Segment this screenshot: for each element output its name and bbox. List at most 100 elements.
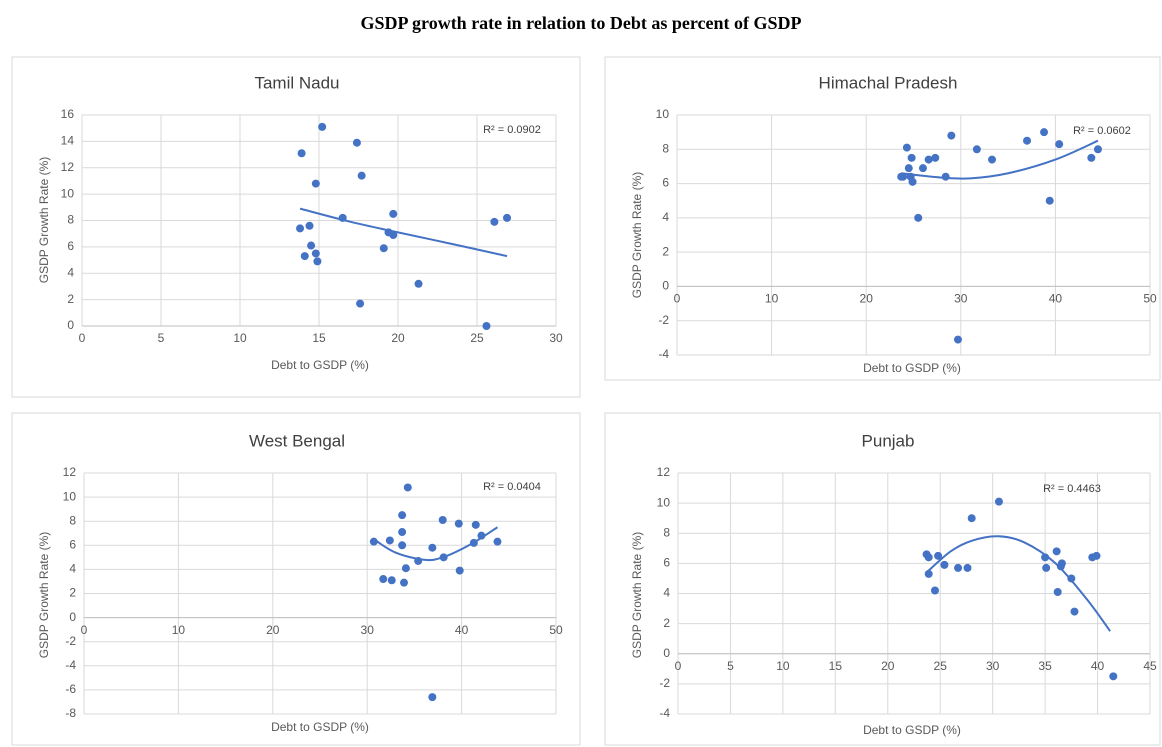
data-point bbox=[389, 231, 398, 240]
x-tick-label: 10 bbox=[776, 659, 790, 673]
data-point bbox=[1087, 153, 1096, 162]
y-tick-label: 2 bbox=[662, 244, 669, 258]
y-tick-label: 2 bbox=[663, 616, 670, 630]
x-tick-label: 25 bbox=[470, 331, 484, 345]
trendline bbox=[299, 207, 508, 258]
data-point bbox=[398, 528, 407, 537]
y-tick-label: 10 bbox=[61, 186, 75, 200]
x-tick-label: 25 bbox=[934, 659, 948, 673]
data-point bbox=[1093, 145, 1102, 154]
figure-title: GSDP growth rate in relation to Debt as … bbox=[361, 13, 802, 33]
y-tick-label: 0 bbox=[662, 279, 669, 293]
y-tick-label: -8 bbox=[65, 706, 76, 720]
data-point bbox=[385, 536, 394, 545]
data-point bbox=[902, 143, 911, 152]
y-axis-label: GSDP Growth Rate (%) bbox=[37, 532, 51, 658]
x-tick-label: 20 bbox=[391, 331, 405, 345]
data-point bbox=[994, 497, 1003, 506]
data-point bbox=[356, 299, 365, 308]
data-point bbox=[930, 586, 939, 595]
x-tick-label: 5 bbox=[727, 659, 734, 673]
y-tick-label: 14 bbox=[61, 134, 75, 148]
data-point bbox=[940, 560, 949, 569]
panel-frame bbox=[11, 412, 581, 746]
data-point bbox=[947, 131, 956, 140]
r-squared-label: R² = 0.0902 bbox=[483, 124, 541, 136]
data-point bbox=[357, 171, 366, 180]
data-point bbox=[428, 693, 437, 702]
x-tick-label: 50 bbox=[1143, 292, 1157, 306]
y-tick-label: 16 bbox=[61, 107, 75, 121]
data-point bbox=[934, 551, 943, 560]
data-point bbox=[352, 138, 361, 147]
data-point bbox=[403, 483, 412, 492]
data-point bbox=[1109, 672, 1118, 681]
r-squared-label: R² = 0.4463 bbox=[1043, 483, 1101, 495]
x-tick-label: 20 bbox=[881, 659, 895, 673]
data-point bbox=[924, 155, 933, 164]
y-tick-label: 8 bbox=[662, 141, 669, 155]
y-tick-label: 0 bbox=[663, 646, 670, 660]
y-tick-label: 8 bbox=[663, 525, 670, 539]
y-tick-label: 4 bbox=[662, 210, 669, 224]
y-tick-label: 6 bbox=[662, 176, 669, 190]
panel-frame bbox=[604, 56, 1161, 381]
y-tick-label: -4 bbox=[659, 706, 670, 720]
y-tick-label: 8 bbox=[67, 213, 74, 227]
data-point bbox=[455, 566, 464, 575]
data-point bbox=[490, 217, 499, 226]
data-point bbox=[907, 153, 916, 162]
data-point bbox=[918, 164, 927, 173]
data-point bbox=[454, 519, 463, 528]
x-axis-label: Debt to GSDP (%) bbox=[271, 720, 369, 734]
data-point bbox=[400, 578, 409, 587]
x-tick-label: 50 bbox=[549, 623, 563, 637]
y-tick-label: -2 bbox=[65, 634, 76, 648]
data-point bbox=[963, 563, 972, 572]
r-squared-label: R² = 0.0602 bbox=[1073, 125, 1131, 137]
data-point bbox=[296, 224, 305, 233]
data-point bbox=[300, 252, 309, 261]
data-point bbox=[428, 543, 437, 552]
y-tick-label: 12 bbox=[61, 160, 75, 174]
y-tick-label: 10 bbox=[657, 495, 671, 509]
x-tick-label: 20 bbox=[266, 623, 280, 637]
data-point bbox=[389, 209, 398, 218]
data-point bbox=[1053, 587, 1062, 596]
data-point bbox=[305, 221, 314, 230]
trendline bbox=[901, 139, 1099, 180]
y-tick-label: 12 bbox=[657, 465, 671, 479]
x-tick-label: 30 bbox=[986, 659, 1000, 673]
data-point bbox=[311, 249, 320, 258]
y-tick-label: 10 bbox=[656, 107, 670, 121]
data-point bbox=[1042, 563, 1051, 572]
chart-title: Himachal Pradesh bbox=[819, 73, 958, 92]
data-point bbox=[1070, 607, 1079, 616]
y-tick-label: -6 bbox=[65, 682, 76, 696]
x-tick-label: 0 bbox=[81, 623, 88, 637]
x-tick-label: 35 bbox=[1038, 659, 1052, 673]
data-point bbox=[954, 563, 963, 572]
chart-title: West Bengal bbox=[249, 431, 345, 450]
x-axis-label: Debt to GSDP (%) bbox=[863, 723, 961, 737]
data-point bbox=[482, 322, 491, 330]
x-axis-label: Debt to GSDP (%) bbox=[863, 361, 961, 375]
data-point bbox=[1057, 559, 1066, 568]
data-point bbox=[379, 244, 388, 253]
data-point bbox=[1045, 196, 1054, 205]
data-point bbox=[904, 164, 913, 173]
x-tick-label: 40 bbox=[455, 623, 469, 637]
x-tick-label: 0 bbox=[675, 659, 682, 673]
data-point bbox=[401, 564, 410, 573]
data-point bbox=[953, 335, 962, 344]
y-tick-label: 8 bbox=[69, 513, 76, 527]
data-point bbox=[311, 179, 320, 188]
data-point bbox=[438, 515, 447, 524]
y-axis-label: GSDP Growth Rate (%) bbox=[630, 172, 644, 298]
data-point bbox=[924, 553, 933, 562]
data-point bbox=[379, 575, 388, 584]
data-point bbox=[1092, 551, 1101, 560]
data-point bbox=[297, 149, 306, 158]
data-point bbox=[967, 514, 976, 523]
